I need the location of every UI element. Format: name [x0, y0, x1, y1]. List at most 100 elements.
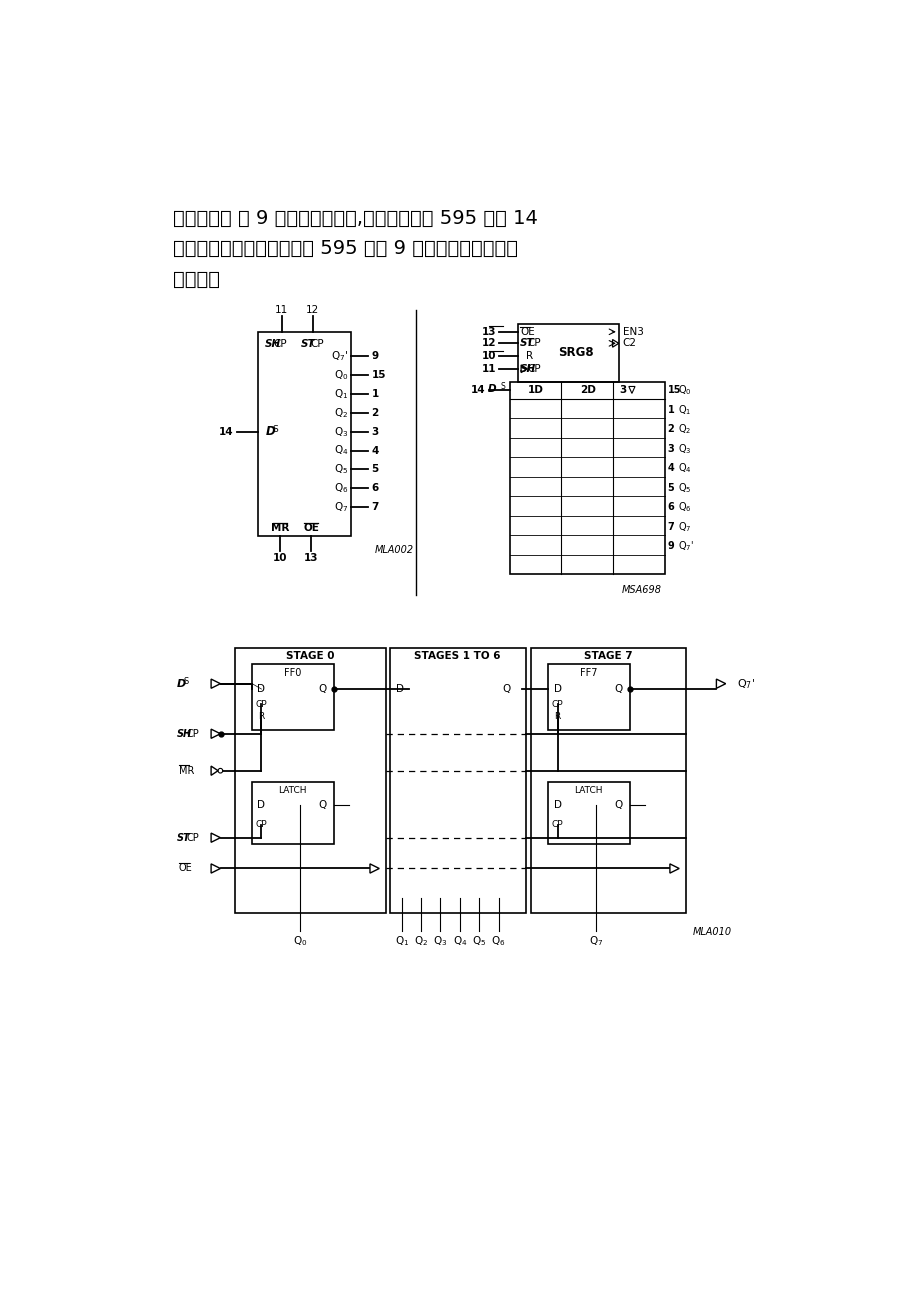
- Text: 9: 9: [371, 352, 379, 362]
- Text: D: D: [396, 684, 403, 694]
- Bar: [517, 324, 618, 381]
- Text: CP: CP: [255, 820, 267, 829]
- Text: OE: OE: [178, 863, 192, 874]
- Text: LATCH: LATCH: [278, 786, 306, 796]
- Text: FF0: FF0: [283, 668, 301, 678]
- Text: 6: 6: [667, 503, 674, 513]
- Bar: [548, 664, 629, 730]
- Text: 排针上）: 排针上）: [173, 271, 220, 289]
- Text: SH: SH: [265, 339, 280, 349]
- Text: SRG8: SRG8: [558, 346, 594, 359]
- Text: Q$_3$: Q$_3$: [334, 424, 348, 439]
- Text: ST: ST: [176, 833, 190, 842]
- Text: R: R: [258, 712, 265, 721]
- Text: 4: 4: [371, 445, 379, 456]
- Text: C2: C2: [622, 339, 636, 349]
- Text: Q$_4$: Q$_4$: [677, 461, 691, 475]
- Text: ST: ST: [301, 339, 315, 349]
- Text: 14: 14: [219, 427, 233, 436]
- Bar: [235, 647, 386, 913]
- Text: OE: OE: [520, 327, 535, 337]
- Text: CP: CP: [527, 363, 540, 374]
- Text: 15: 15: [667, 385, 680, 396]
- Text: 10: 10: [482, 352, 495, 362]
- Text: SH: SH: [520, 363, 536, 374]
- Text: D: D: [257, 684, 266, 694]
- Text: 3: 3: [618, 385, 626, 396]
- Text: MSA698: MSA698: [620, 585, 661, 595]
- Text: 13: 13: [303, 553, 318, 562]
- Text: Q$_2$: Q$_2$: [334, 406, 348, 419]
- Text: Q$_3$: Q$_3$: [677, 441, 690, 456]
- Text: Q$_6$: Q$_6$: [491, 934, 505, 948]
- Bar: [390, 647, 525, 913]
- Text: 1: 1: [667, 405, 674, 415]
- Text: 脚；（单元板上的最后一个 595 的第 9 脚把红绿信号输出到: 脚；（单元板上的最后一个 595 的第 9 脚把红绿信号输出到: [173, 240, 517, 258]
- Text: S: S: [272, 424, 278, 434]
- Bar: [530, 647, 686, 913]
- Bar: [252, 783, 334, 844]
- Text: Q$_1$: Q$_1$: [394, 934, 408, 948]
- Text: 12: 12: [482, 339, 495, 349]
- Text: STAGE 7: STAGE 7: [584, 651, 632, 661]
- Text: R: R: [554, 712, 560, 721]
- Text: Q$_5$: Q$_5$: [677, 480, 690, 495]
- Text: CP: CP: [186, 833, 199, 842]
- Text: 5: 5: [667, 483, 674, 493]
- Text: Q: Q: [318, 684, 326, 694]
- Text: 2D: 2D: [579, 385, 595, 396]
- Text: Q$_0$: Q$_0$: [293, 934, 307, 948]
- Text: D: D: [553, 684, 561, 694]
- Text: Q$_4$: Q$_4$: [334, 444, 348, 457]
- Text: R: R: [525, 352, 532, 362]
- Text: ST: ST: [520, 339, 534, 349]
- Text: 12: 12: [306, 305, 319, 315]
- Text: Q$_5$: Q$_5$: [471, 934, 486, 948]
- Text: Q: Q: [502, 684, 510, 694]
- Text: Q$_7$': Q$_7$': [331, 349, 348, 363]
- Text: 15: 15: [371, 370, 386, 380]
- Text: 1: 1: [371, 389, 379, 400]
- Text: Q: Q: [614, 801, 622, 810]
- Text: Q$_5$: Q$_5$: [334, 462, 348, 477]
- Bar: [258, 332, 351, 536]
- Text: Q$_1$: Q$_1$: [334, 387, 348, 401]
- Text: Q$_1$: Q$_1$: [677, 402, 690, 417]
- Text: 6: 6: [371, 483, 379, 493]
- Text: D: D: [553, 801, 561, 810]
- Text: 1D: 1D: [528, 385, 543, 396]
- Text: 7: 7: [371, 503, 379, 512]
- Text: 电平有效） 第 9 脚为信号输出脚,输出到下一个 595 的第 14: 电平有效） 第 9 脚为信号输出脚,输出到下一个 595 的第 14: [173, 208, 538, 228]
- Text: CP: CP: [310, 339, 323, 349]
- Text: Q: Q: [614, 684, 622, 694]
- Text: 14: 14: [471, 385, 485, 396]
- Text: Q$_6$: Q$_6$: [334, 482, 348, 495]
- Text: 9: 9: [667, 542, 674, 551]
- Text: SH: SH: [176, 729, 192, 738]
- Text: D: D: [487, 384, 495, 393]
- Text: FF7: FF7: [579, 668, 596, 678]
- Text: S: S: [183, 677, 188, 686]
- Text: STAGE 0: STAGE 0: [286, 651, 335, 661]
- Text: CP: CP: [186, 729, 199, 738]
- Bar: [510, 381, 664, 574]
- Bar: [252, 664, 334, 730]
- Text: Q$_0$: Q$_0$: [334, 368, 348, 383]
- Text: EN3: EN3: [622, 327, 642, 337]
- Text: Q$_4$: Q$_4$: [452, 934, 467, 948]
- Text: Q: Q: [318, 801, 326, 810]
- Text: S: S: [501, 381, 505, 391]
- Text: 10: 10: [273, 553, 287, 562]
- Text: STAGES 1 TO 6: STAGES 1 TO 6: [414, 651, 500, 661]
- Text: 11: 11: [275, 305, 288, 315]
- Text: OE: OE: [302, 523, 319, 533]
- Text: Q$_7$: Q$_7$: [677, 519, 690, 534]
- Bar: [548, 783, 629, 844]
- Text: 2: 2: [371, 408, 379, 418]
- Text: CP: CP: [551, 700, 562, 710]
- Text: Q$_3$: Q$_3$: [433, 934, 448, 948]
- Text: D: D: [176, 678, 186, 689]
- Text: CP: CP: [527, 339, 540, 349]
- Text: MR: MR: [178, 766, 194, 776]
- Text: 3: 3: [371, 427, 379, 436]
